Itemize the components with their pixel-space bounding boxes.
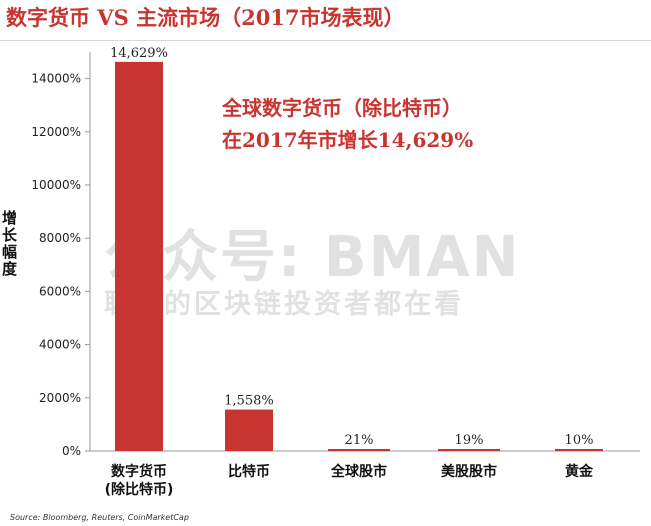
data-label: 19% xyxy=(455,433,484,448)
y-axis-label: 增长幅度 xyxy=(2,209,18,278)
watermark-subtitle: 聪明的区块链投资者都在看 xyxy=(104,289,464,320)
source-note: Source: Bloomberg, Reuters, CoinMarketCa… xyxy=(10,513,189,522)
bar xyxy=(328,449,390,451)
y-tick-label: 10000% xyxy=(31,178,81,192)
data-label: 1,558% xyxy=(224,394,274,409)
data-label: 14,629% xyxy=(110,46,168,61)
y-tick-label: 8000% xyxy=(39,231,81,245)
bar xyxy=(225,409,273,451)
x-category-label: 全球股市 xyxy=(330,463,387,480)
y-tick-label: 6000% xyxy=(39,284,81,298)
x-category-label: 比特币 xyxy=(228,463,270,480)
data-label: 10% xyxy=(565,433,594,448)
data-label: 21% xyxy=(345,433,374,448)
y-tick-label: 4000% xyxy=(39,338,81,352)
y-tick-label: 14000% xyxy=(31,72,81,86)
y-tick-label: 12000% xyxy=(31,125,81,139)
annotation-line-2: 在2017年市增长14,629% xyxy=(222,128,474,152)
y-tick-label: 0% xyxy=(62,444,81,458)
bar xyxy=(115,61,163,452)
x-category-label: 数字货币 xyxy=(111,463,167,480)
bar xyxy=(555,449,603,451)
bar xyxy=(438,449,500,451)
x-category-label: 美股股市 xyxy=(441,463,497,480)
x-category-label: 黄金 xyxy=(565,463,594,480)
y-tick-label: 2000% xyxy=(39,391,81,405)
title-divider xyxy=(0,40,651,41)
watermark-title: 公众号: BMAN xyxy=(104,225,521,290)
annotation-line-1: 全球数字货币（除比特币） xyxy=(222,96,462,120)
chart-title: 数字货币 VS 主流市场（2017市场表现） xyxy=(6,5,405,30)
chart-annotation: 全球数字货币（除比特币） 在2017年市增长14,629% xyxy=(222,92,473,156)
x-category-label: (除比特币) xyxy=(105,481,174,498)
